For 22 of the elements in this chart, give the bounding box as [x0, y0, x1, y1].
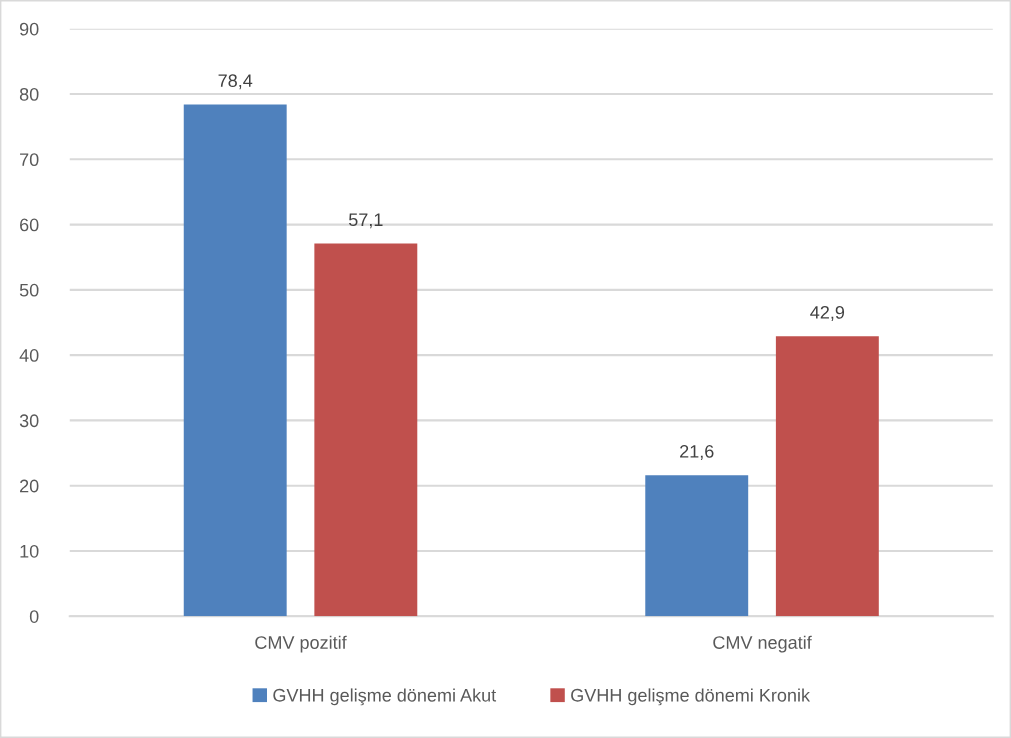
bar — [775, 336, 879, 617]
y-tick-label: 0 — [29, 610, 39, 623]
y-tick-label: 10 — [20, 544, 39, 558]
data-label: 57,1 — [348, 213, 383, 229]
x-tick-label: CMV pozitif — [255, 635, 347, 653]
legend-label: GVHH gelişme dönemi Akut — [273, 688, 497, 706]
bar — [314, 243, 418, 617]
bar — [645, 475, 749, 617]
x-tick-label: CMV negatif — [713, 635, 812, 653]
legend-label: GVHH gelişme dönemi Kronik — [571, 688, 811, 706]
y-tick-label: 20 — [20, 479, 39, 493]
y-tick-label: 90 — [19, 22, 39, 36]
y-tick-label: 80 — [19, 87, 39, 101]
y-tick-label: 70 — [20, 153, 39, 167]
data-label: 78,4 — [218, 74, 253, 90]
data-label: 21,6 — [680, 445, 714, 460]
y-tick-label: 40 — [19, 349, 39, 362]
bar — [183, 104, 287, 617]
y-tick-label: 50 — [19, 283, 39, 297]
y-tick-label: 60 — [20, 218, 39, 232]
y-tick-label: 30 — [19, 414, 39, 428]
data-label: 42,9 — [810, 305, 845, 321]
